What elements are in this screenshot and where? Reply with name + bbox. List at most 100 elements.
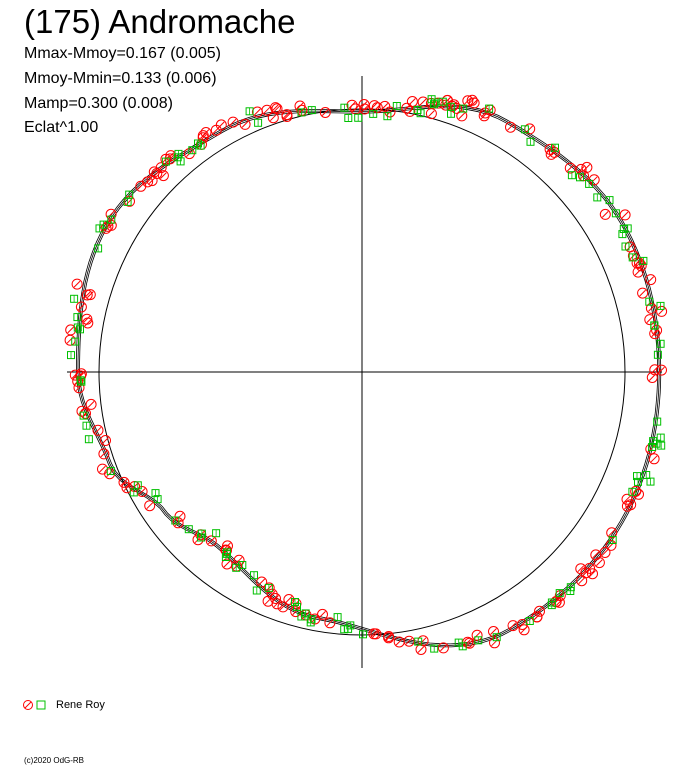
data-point-square (492, 633, 501, 642)
data-point-square (567, 171, 576, 180)
data-point-square (611, 209, 620, 218)
data-point-square (67, 351, 75, 360)
data-point-square (485, 104, 494, 113)
data-point-circle (646, 372, 658, 383)
data-point-circle (227, 116, 239, 128)
data-point-square (414, 637, 423, 646)
data-point-square (79, 411, 88, 420)
data-point-square (653, 417, 662, 426)
data-point-square (94, 244, 103, 253)
data-point-square (223, 548, 231, 557)
data-point-circle (645, 274, 657, 286)
data-point-circle (197, 130, 209, 142)
data-point-circle (277, 601, 289, 613)
data-point-circle (174, 510, 186, 522)
legend: Rene Roy (22, 697, 105, 713)
data-point-square (84, 435, 93, 444)
data-point-square (458, 642, 467, 651)
data-point-circle (587, 568, 598, 580)
data-point-circle (261, 104, 273, 116)
data-point-square (392, 102, 401, 110)
data-point-square (291, 598, 299, 606)
data-point-square (526, 137, 535, 146)
data-point-square (70, 294, 79, 303)
data-point-circle (157, 170, 169, 182)
data-point-square (161, 157, 170, 166)
data-point-square (344, 624, 353, 633)
data-point-circle (632, 266, 644, 278)
data-point-square (171, 516, 180, 525)
data-point-circle (575, 563, 587, 575)
data-point-square (252, 586, 261, 595)
data-point-square (628, 487, 637, 496)
data-point-circle (172, 517, 184, 529)
legend-label: Rene Roy (56, 699, 105, 711)
data-point-circle (324, 617, 336, 629)
data-point-square (250, 571, 258, 580)
data-point-square (196, 141, 205, 150)
data-point-square (197, 533, 205, 542)
data-point-circle (651, 324, 663, 336)
data-point-circle (85, 398, 97, 410)
fit-curve-0 (79, 107, 659, 645)
data-point-circle (281, 109, 293, 121)
data-point-square (301, 609, 310, 618)
data-point-circle (135, 180, 147, 192)
data-point-square (551, 143, 559, 152)
data-point-square (307, 106, 316, 115)
data-point-square (340, 103, 349, 112)
data-point-square (254, 118, 263, 127)
data-point-square (605, 196, 614, 205)
data-point-circle (606, 527, 618, 539)
fit-curve-1 (77, 106, 660, 646)
data-point-square (642, 471, 651, 479)
data-point-square (76, 376, 85, 385)
data-point-circle (317, 608, 328, 620)
data-point-circle (403, 635, 415, 647)
data-point-square (238, 561, 247, 569)
data-point-circle (118, 476, 130, 488)
data-point-square (653, 350, 662, 359)
data-point-square (525, 617, 534, 625)
data-point-square (354, 113, 363, 122)
stat-eclat: Eclat^1.00 (24, 119, 99, 136)
data-point-square (76, 325, 84, 334)
data-point-square (106, 467, 115, 475)
data-point-square (520, 125, 529, 134)
data-point-square (333, 613, 342, 622)
data-point-square (212, 529, 221, 538)
data-point-circle (239, 118, 251, 130)
data-point-circle (462, 95, 474, 107)
data-point-square (184, 525, 193, 534)
data-point-square (245, 107, 254, 116)
data-point-circle (290, 606, 302, 618)
data-point-circle (100, 435, 111, 446)
data-point-square (82, 421, 91, 430)
data-point-square (71, 337, 80, 346)
data-point-square (427, 95, 436, 104)
data-point-square (566, 587, 575, 595)
data-point-circle (383, 632, 395, 644)
data-point-circle (358, 99, 370, 110)
stat-mmax-mmoy: Mmax-Mmoy=0.167 (0.005) (24, 45, 221, 62)
data-point-circle (593, 557, 605, 569)
data-point-circle (621, 500, 633, 512)
data-point-circle (471, 629, 483, 641)
data-point-circle (270, 102, 281, 114)
data-point-square (555, 589, 564, 598)
data-point-circle (104, 468, 116, 480)
data-point-square (438, 97, 447, 106)
data-point-square (174, 149, 183, 158)
data-point-square (446, 102, 455, 111)
data-point-circle (370, 628, 382, 640)
data-point-square (628, 253, 637, 262)
data-point-square (151, 489, 160, 498)
data-point-square (621, 242, 630, 251)
data-point-square (657, 441, 666, 450)
legend-square-marker (36, 700, 46, 710)
data-point-circle (599, 547, 611, 558)
data-point-square (639, 256, 648, 265)
data-point-square (645, 297, 654, 306)
data-point-circle (221, 558, 233, 570)
